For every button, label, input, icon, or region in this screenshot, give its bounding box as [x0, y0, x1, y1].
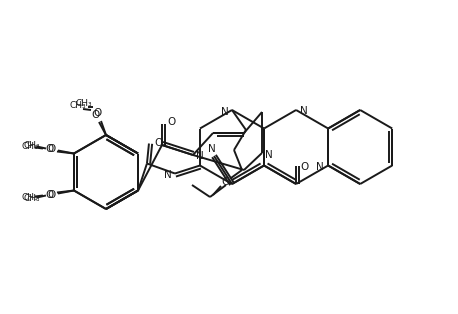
Text: N: N [300, 106, 308, 116]
Text: O: O [48, 190, 56, 199]
Text: O: O [92, 110, 100, 120]
Text: N: N [316, 161, 324, 171]
Text: O: O [94, 108, 102, 118]
Text: N: N [164, 170, 172, 180]
Text: N: N [196, 151, 204, 161]
Text: CH₃: CH₃ [24, 141, 40, 150]
Text: CH₃: CH₃ [22, 193, 38, 202]
Text: N: N [265, 150, 273, 160]
Text: CH₃: CH₃ [22, 142, 38, 151]
Text: O: O [46, 144, 54, 154]
Text: O: O [300, 162, 308, 172]
Text: CH₃: CH₃ [76, 99, 93, 107]
Text: O: O [155, 138, 163, 149]
Text: N: N [208, 144, 216, 154]
Text: O: O [48, 144, 56, 154]
Text: CH₃: CH₃ [24, 194, 40, 203]
Text: N: N [221, 107, 229, 117]
Text: CH₃: CH₃ [70, 100, 86, 110]
Text: O: O [222, 177, 230, 187]
Text: O: O [168, 117, 176, 127]
Text: O: O [46, 190, 54, 199]
